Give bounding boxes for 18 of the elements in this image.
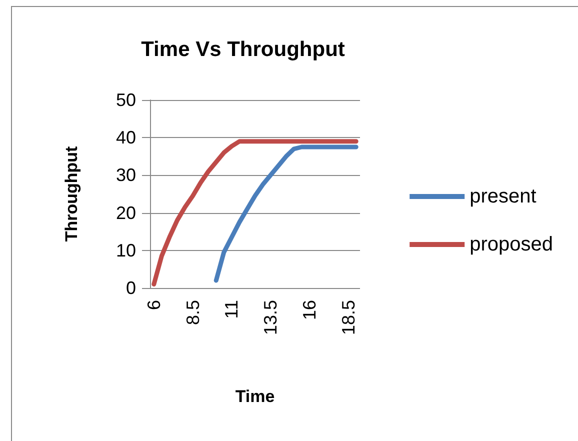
y-tick-label: 50	[116, 90, 136, 110]
legend-label: present	[470, 186, 537, 208]
line-series	[214, 144, 358, 283]
x-tick-label: 18.5	[338, 300, 358, 336]
x-tick-label: 13.5	[260, 300, 281, 336]
y-tick-label: 30	[116, 165, 136, 186]
x-tick-label: 8.5	[182, 300, 203, 326]
x-tick-label: 6	[144, 300, 164, 310]
y-tick-label: 0	[126, 278, 136, 298]
x-tick-label: 11	[222, 300, 242, 319]
x-axis-title: Time	[235, 387, 275, 406]
y-tick-label: 10	[116, 240, 136, 260]
y-tick-label: 40	[116, 128, 136, 148]
y-tick-label: 20	[116, 202, 136, 223]
y-axis-title: Throughput	[62, 146, 81, 242]
x-tick-label: 16	[299, 300, 320, 320]
chart-title: Time Vs Throughput	[141, 38, 345, 61]
legend-label: proposed	[470, 234, 554, 256]
